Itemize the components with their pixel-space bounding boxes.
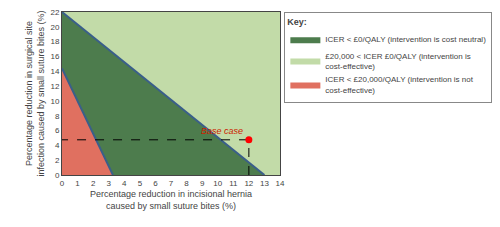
svg-text:18: 18 [50,37,59,46]
svg-text:4: 4 [122,179,127,188]
svg-text:1: 1 [75,179,80,188]
svg-text:5: 5 [138,179,143,188]
svg-text:0: 0 [60,179,65,188]
svg-text:20: 20 [50,23,59,32]
svg-text:6: 6 [55,126,60,135]
svg-text:Base case: Base case [201,126,243,136]
svg-text:0: 0 [55,171,60,180]
svg-text:3: 3 [106,179,111,188]
svg-text:Percentage reduction in incisi: Percentage reduction in incisional herni… [90,189,252,211]
svg-text:Percentage reduction in surgic: Percentage reduction in surgical siteinf… [24,10,46,176]
svg-text:12: 12 [50,82,59,91]
svg-text:Key:: Key: [287,17,307,27]
svg-text:10: 10 [50,97,59,106]
svg-text:22: 22 [50,8,59,17]
svg-text:2: 2 [55,156,60,165]
svg-text:8: 8 [55,112,60,121]
svg-text:14: 14 [276,179,285,188]
svg-text:6: 6 [153,179,158,188]
svg-text:11: 11 [229,179,238,188]
svg-text:13: 13 [260,179,269,188]
svg-text:7: 7 [169,179,174,188]
svg-text:12: 12 [244,179,253,188]
svg-text:ICER < £0/QALY (intervention i: ICER < £0/QALY (intervention is cost neu… [325,35,486,44]
svg-text:9: 9 [200,179,205,188]
svg-text:14: 14 [50,67,59,76]
svg-text:4: 4 [55,141,60,150]
svg-text:10: 10 [213,179,222,188]
svg-text:8: 8 [184,179,189,188]
svg-text:ICER < £20,000/QALY (intervent: ICER < £20,000/QALY (intervention is not… [325,75,473,94]
svg-text:£20,000 < ICER £0/QALY (interv: £20,000 < ICER £0/QALY (intervention isc… [325,52,470,71]
svg-text:16: 16 [50,52,59,61]
svg-text:2: 2 [91,179,96,188]
